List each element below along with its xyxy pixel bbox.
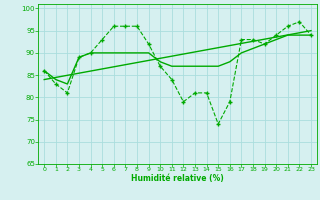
X-axis label: Humidité relative (%): Humidité relative (%): [131, 174, 224, 183]
